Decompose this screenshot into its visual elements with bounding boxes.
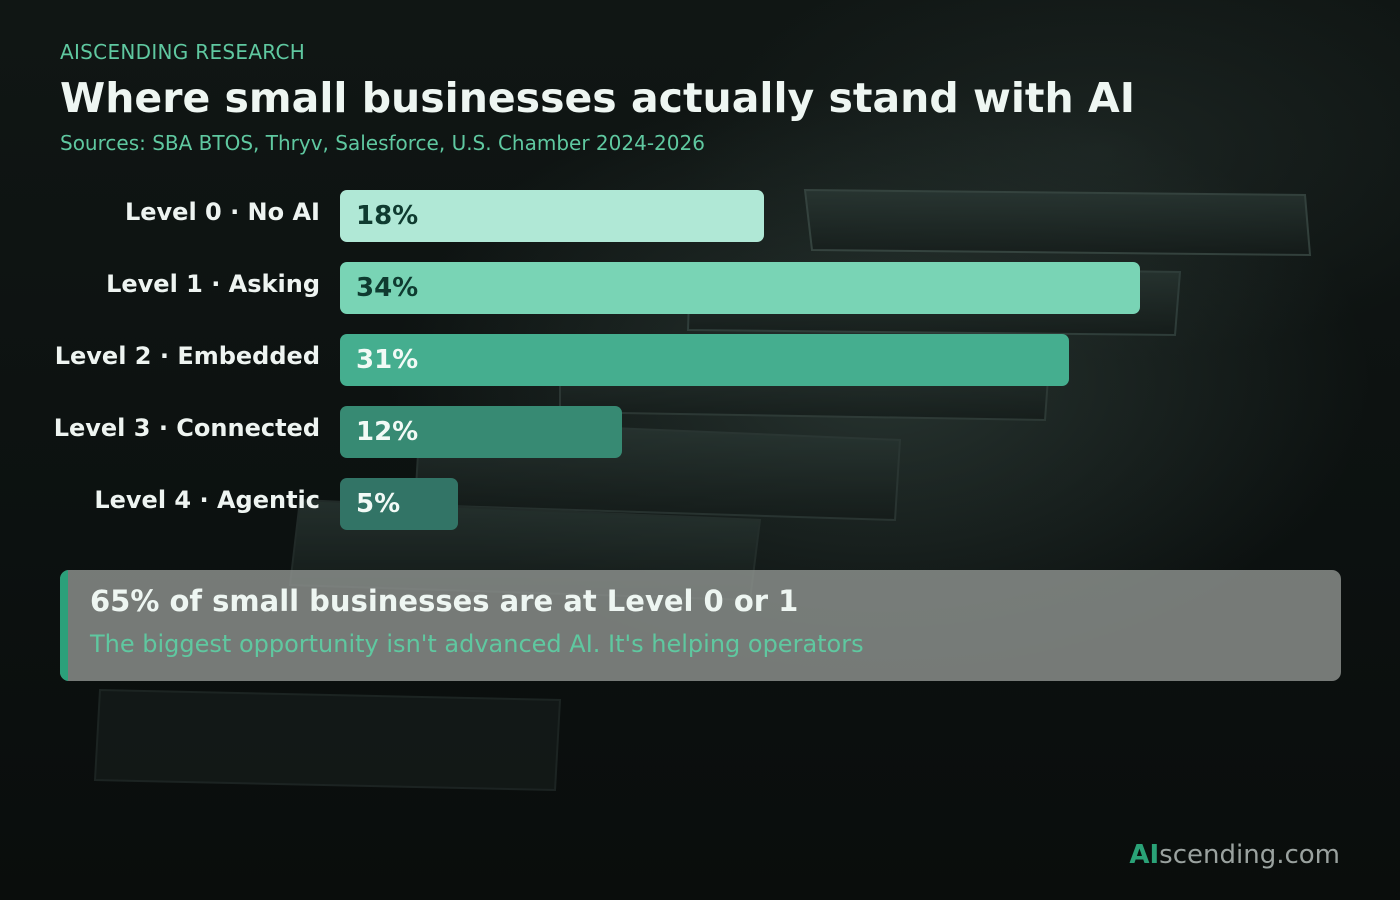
insight-callout: 65% of small businesses are at Level 0 o…: [60, 570, 1341, 681]
category-label: Level 0 · No AI: [124, 198, 320, 226]
category-label: Level 1 · Asking: [106, 270, 320, 298]
callout-accent-bar: [60, 570, 68, 681]
bar-value-label: 5%: [356, 489, 401, 519]
category-label: Level 2 · Embedded: [54, 342, 320, 370]
eyebrow-label: AISCENDING RESEARCH: [60, 40, 306, 64]
bar-value-label: 31%: [356, 345, 419, 375]
bar: 5%: [340, 478, 458, 530]
brand-rest: scending.com: [1159, 840, 1340, 870]
sources-subtitle: Sources: SBA BTOS, Thryv, Salesforce, U.…: [60, 131, 705, 155]
chart-title: Where small businesses actually stand wi…: [60, 74, 1135, 122]
bar-value-label: 34%: [356, 273, 419, 303]
brand-logo[interactable]: AIscending.com: [1129, 840, 1340, 870]
bar-value-label: 18%: [356, 201, 419, 231]
callout-body: The biggest opportunity isn't advanced A…: [90, 630, 864, 658]
category-label: Level 3 · Connected: [53, 414, 320, 442]
bar: 18%: [340, 190, 764, 242]
bar: 31%: [340, 334, 1070, 386]
brand-ai: AI: [1129, 840, 1160, 870]
bar: 34%: [340, 262, 1140, 314]
bar: 12%: [340, 406, 623, 458]
callout-heading: 65% of small businesses are at Level 0 o…: [90, 584, 799, 618]
category-label: Level 4 · Agentic: [94, 486, 320, 514]
bar-value-label: 12%: [356, 417, 419, 447]
